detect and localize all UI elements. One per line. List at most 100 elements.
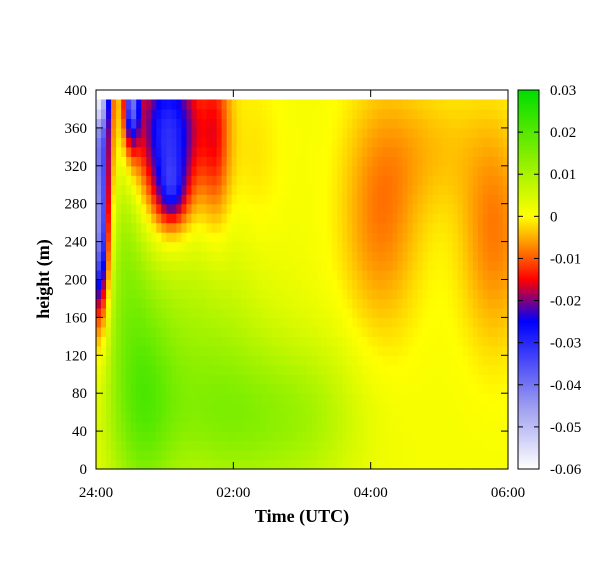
heatmap-cell bbox=[101, 175, 107, 186]
heatmap-cell bbox=[161, 374, 167, 385]
heatmap-cell bbox=[332, 175, 338, 186]
heatmap-cell bbox=[447, 288, 454, 300]
heatmap-cell bbox=[467, 108, 474, 120]
heatmap-cell bbox=[337, 345, 343, 356]
heatmap-cell bbox=[317, 326, 323, 337]
heatmap-cell bbox=[216, 137, 223, 148]
heatmap-cell bbox=[271, 184, 278, 195]
heatmap-cell bbox=[106, 298, 112, 309]
heatmap-cell bbox=[382, 270, 389, 281]
heatmap-cell bbox=[307, 412, 313, 423]
heatmap-cell bbox=[402, 251, 409, 262]
heatmap-cell bbox=[312, 431, 318, 442]
heatmap-cell bbox=[226, 127, 233, 138]
heatmap-cell bbox=[131, 326, 137, 337]
heatmap-cell bbox=[206, 374, 213, 385]
heatmap-cell bbox=[362, 355, 368, 366]
heatmap-cell bbox=[101, 251, 107, 262]
heatmap-cell bbox=[236, 232, 243, 243]
heatmap-cell bbox=[146, 364, 152, 375]
heatmap-cell bbox=[377, 288, 383, 300]
heatmap-cell bbox=[342, 383, 348, 394]
heatmap-cell bbox=[231, 222, 238, 233]
heatmap-cell bbox=[407, 241, 414, 252]
heatmap-cell bbox=[502, 251, 509, 262]
heatmap-cell bbox=[377, 194, 383, 205]
heatmap-cell bbox=[342, 213, 348, 224]
heatmap-cell bbox=[482, 165, 489, 176]
heatmap-cell bbox=[482, 374, 489, 385]
heatmap-cell bbox=[377, 175, 383, 186]
heatmap-cell bbox=[457, 412, 464, 423]
heatmap-cell bbox=[347, 118, 353, 129]
heatmap-cell bbox=[422, 156, 429, 167]
heatmap-cell bbox=[397, 459, 404, 470]
heatmap-cell bbox=[327, 99, 333, 110]
heatmap-cell bbox=[352, 355, 358, 366]
heatmap-cell bbox=[317, 307, 323, 318]
heatmap-cell bbox=[402, 383, 409, 394]
heatmap-cell bbox=[452, 241, 459, 252]
heatmap-cell bbox=[276, 402, 283, 413]
heatmap-cell bbox=[337, 326, 343, 337]
heatmap-cell bbox=[477, 156, 484, 167]
heatmap-cell bbox=[261, 421, 268, 432]
heatmap-cell bbox=[472, 146, 479, 157]
heatmap-cell bbox=[392, 383, 399, 394]
heatmap-cell bbox=[392, 421, 399, 432]
heatmap-cell bbox=[251, 383, 258, 394]
heatmap-cell bbox=[357, 146, 363, 157]
heatmap-cell bbox=[161, 431, 167, 442]
heatmap-cell bbox=[121, 213, 127, 224]
heatmap-cell bbox=[251, 127, 258, 138]
heatmap-cell bbox=[181, 288, 188, 300]
heatmap-cell bbox=[236, 260, 243, 271]
heatmap-cell bbox=[266, 251, 273, 262]
heatmap-cell bbox=[101, 288, 107, 300]
heatmap-cell bbox=[291, 326, 298, 337]
heatmap-cell bbox=[206, 251, 213, 262]
heatmap-cell bbox=[171, 137, 177, 148]
heatmap-cell bbox=[332, 393, 338, 404]
heatmap-cell bbox=[116, 355, 122, 366]
heatmap-cell bbox=[442, 355, 449, 366]
heatmap-cell bbox=[156, 421, 162, 432]
heatmap-cell bbox=[357, 364, 363, 375]
heatmap-cell bbox=[266, 317, 273, 328]
heatmap-cell bbox=[442, 345, 449, 356]
heatmap-cell bbox=[186, 184, 193, 195]
heatmap-cell bbox=[377, 450, 383, 461]
heatmap-cell bbox=[181, 260, 188, 271]
heatmap-cell bbox=[206, 326, 213, 337]
heatmap-cell bbox=[392, 336, 399, 347]
heatmap-cell bbox=[397, 213, 404, 224]
heatmap-cell bbox=[347, 402, 353, 413]
heatmap-cell bbox=[136, 184, 142, 195]
heatmap-cell bbox=[397, 108, 404, 120]
heatmap-cell bbox=[472, 431, 479, 442]
heatmap-cell bbox=[472, 288, 479, 300]
heatmap-cell bbox=[472, 459, 479, 470]
heatmap-cell bbox=[417, 450, 424, 461]
heatmap-cell bbox=[457, 307, 464, 318]
heatmap-cell bbox=[332, 241, 338, 252]
heatmap-cell bbox=[447, 251, 454, 262]
heatmap-cell bbox=[377, 270, 383, 281]
heatmap-cell bbox=[377, 298, 383, 309]
heatmap-cell bbox=[412, 383, 419, 394]
heatmap-cell bbox=[201, 383, 208, 394]
heatmap-cell bbox=[156, 184, 162, 195]
heatmap-cell bbox=[261, 336, 268, 347]
heatmap-cell bbox=[457, 156, 464, 167]
heatmap-cell bbox=[181, 355, 188, 366]
heatmap-cell bbox=[472, 118, 479, 129]
heatmap-cell bbox=[332, 222, 338, 233]
heatmap-cell bbox=[342, 251, 348, 262]
heatmap-cell bbox=[156, 213, 162, 224]
heatmap-cell bbox=[357, 450, 363, 461]
heatmap-cell bbox=[161, 118, 167, 129]
heatmap-cell bbox=[131, 108, 137, 120]
heatmap-cell bbox=[362, 203, 368, 214]
heatmap-cell bbox=[246, 270, 253, 281]
heatmap-cell bbox=[246, 165, 253, 176]
